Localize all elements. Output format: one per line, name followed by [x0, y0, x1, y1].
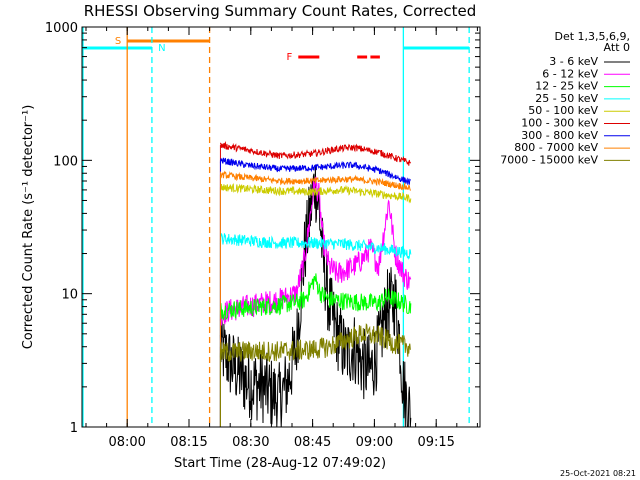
series-line-3: [219, 233, 412, 260]
y-tick-label-1: 10: [61, 288, 78, 303]
series-line-6: [219, 157, 411, 186]
x-tick-label-4: 09:00: [356, 435, 393, 450]
y-tick-label-3: 1000: [45, 21, 78, 36]
x-tick-label-3: 08:45: [294, 435, 331, 450]
y-axis-label: Corrected Count Rate (s⁻¹ detector⁻¹): [21, 105, 36, 350]
legend-header-1: Att 0: [604, 41, 630, 54]
legend-header-0: Det 1,3,5,6,9,: [554, 30, 630, 43]
y-axis: 1 10 100 1000: [45, 21, 480, 436]
legend-entry-1: 6 - 12 keV: [542, 67, 598, 80]
x-tick-label-1: 08:15: [170, 435, 207, 450]
series-line-1: [219, 176, 412, 326]
legend-entry-5: 100 - 300 keV: [521, 117, 598, 130]
legend-entry-8: 7000 - 15000 keV: [500, 153, 598, 166]
plot-frame: [81, 26, 481, 428]
flare-label: F: [287, 52, 293, 63]
y-tick-label-0: 1: [70, 421, 78, 436]
plot-area: S N F: [82, 27, 470, 428]
saa-label: S: [115, 36, 121, 47]
x-axis: 08:00 08:15 08:30 08:45 09:00 09:15: [85, 27, 478, 450]
series-line-8: [219, 323, 411, 363]
y-tick-label-2: 100: [53, 154, 78, 169]
series-line-4: [219, 183, 412, 204]
legend-entry-3: 25 - 50 keV: [535, 92, 598, 105]
series-7000-15000-kev: [219, 323, 411, 427]
legend-entry-4: 50 - 100 keV: [528, 104, 598, 117]
x-tick-label-5: 09:15: [417, 435, 454, 450]
series-line-5: [219, 141, 412, 166]
x-axis-label: Start Time (28-Aug-12 07:49:02): [174, 456, 386, 471]
legend-entry-6: 300 - 800 keV: [521, 129, 598, 142]
legend-entry-7: 800 - 7000 keV: [514, 141, 598, 154]
x-tick-label-0: 08:00: [108, 435, 145, 450]
series-line-2: [219, 273, 412, 321]
x-tick-label-2: 08:30: [232, 435, 269, 450]
plot-border: [81, 26, 481, 428]
series-line-7: [219, 170, 411, 191]
night-label: N: [158, 43, 165, 54]
series-line-0: [219, 164, 412, 428]
legend-entry-0: 3 - 6 keV: [549, 55, 598, 68]
footer-timestamp: 25-Oct-2021 08:21: [560, 469, 636, 478]
legend-entry-2: 12 - 25 keV: [535, 80, 598, 93]
chart-title: RHESSI Observing Summary Count Rates, Co…: [84, 2, 477, 20]
